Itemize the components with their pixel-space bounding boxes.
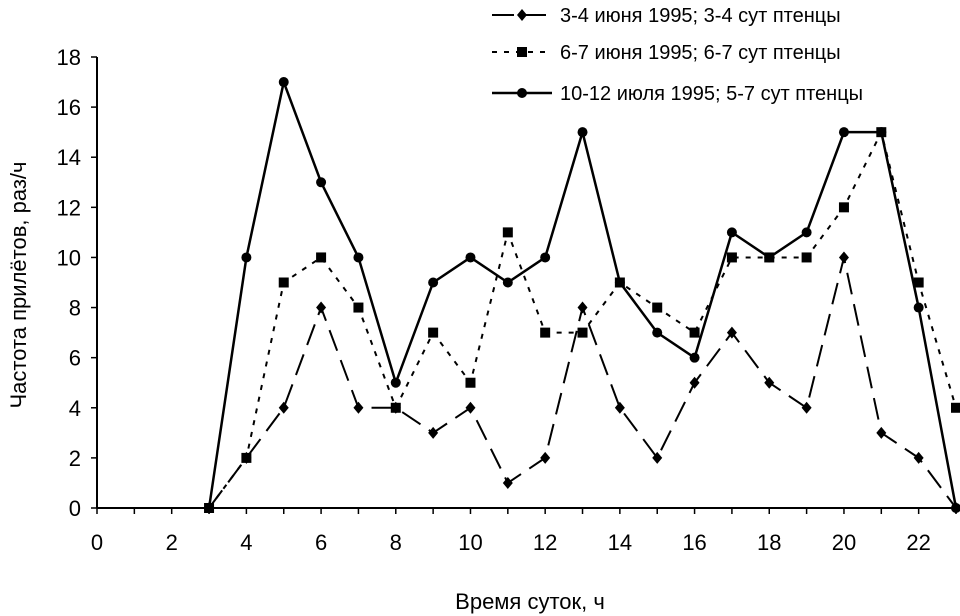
data-point [241,252,252,263]
x-tick-label: 4 [240,530,252,555]
x-tick-label: 20 [832,530,856,555]
data-point [951,503,960,513]
series-line [208,131,957,509]
data-point [316,177,327,188]
data-point [502,227,513,238]
data-point [726,252,737,263]
data-point [689,327,700,338]
legend-marker [517,88,527,98]
data-point [353,252,364,263]
data-point [241,452,252,463]
legend: 3-4 июня 1995; 3-4 сут птенцы 6-7 июня 19… [492,5,863,105]
data-point [465,401,476,414]
y-tick-label: 2 [69,446,81,471]
data-point [353,401,364,414]
data-point [502,476,513,489]
data-point [278,401,289,414]
data-point [465,377,476,388]
data-point [913,277,924,288]
data-point [465,252,476,263]
series-line [207,80,958,509]
data-point [652,327,663,338]
data-point [913,451,924,464]
data-point [278,277,289,288]
data-point [801,401,812,414]
data-point [428,426,439,439]
data-point [801,227,812,238]
legend-label: 3-4 июня 1995; 3-4 сут птенцы [560,5,841,27]
y-tick-label: 12 [57,195,81,220]
data-point [764,252,775,263]
legend-label: 6-7 июня 1995; 6-7 сут птенцы [560,42,841,64]
data-point [540,451,551,464]
data-point [876,127,887,138]
data-point [838,251,849,264]
series-layer [204,77,960,514]
data-point [577,327,588,338]
x-tick-label: 22 [906,530,930,555]
data-point [502,277,513,288]
legend-marker [517,9,527,21]
data-point [764,376,775,389]
y-tick-label: 16 [57,95,81,120]
data-point [540,252,551,263]
legend-label: 10-12 июля 1995; 5-7 сут птенцы [560,83,863,105]
series-3 [204,77,960,513]
data-point [353,302,364,313]
data-point [913,302,924,313]
data-point [428,277,439,288]
data-point [390,377,401,388]
data-point [390,402,401,413]
x-tick-label: 6 [315,530,327,555]
data-point [876,426,887,439]
data-point [652,451,663,464]
data-point [316,252,327,263]
data-point [801,252,812,263]
data-point [428,327,439,338]
data-point [951,402,960,413]
data-point [316,301,327,314]
data-point [577,127,588,138]
series-line [208,256,957,509]
series-2 [204,127,960,513]
y-axis-title: Частота прилётов, раз/ч [6,161,31,408]
y-tick-label: 8 [69,296,81,321]
data-point [278,77,289,88]
data-point [838,202,849,213]
data-point [204,503,215,513]
y-tick-label: 0 [69,496,81,521]
data-point [726,326,737,339]
x-tick-label: 10 [458,530,482,555]
data-point [838,127,849,138]
x-tick-label: 18 [757,530,781,555]
data-point [652,302,663,313]
data-point [614,277,625,288]
data-point [689,376,700,389]
y-tick-label: 18 [57,45,81,70]
data-point [726,227,737,238]
x-axis-title: Время суток, ч [455,589,605,614]
y-tick-label: 14 [57,145,81,170]
x-tick-label: 12 [533,530,557,555]
x-tick-label: 16 [682,530,706,555]
series-1 [204,251,960,514]
axes: 0 2 4 6 8 10 12 14 16 18 20 22 0 2 4 6 8 10 12 14 16 18 [57,45,957,555]
data-point [540,327,551,338]
data-point [689,352,700,363]
x-tick-label: 8 [390,530,402,555]
data-point [577,301,588,314]
x-tick-label: 2 [166,530,178,555]
legend-marker [517,47,527,57]
y-tick-label: 10 [57,245,81,270]
y-tick-label: 6 [69,346,81,371]
x-tick-label: 0 [91,530,103,555]
x-tick-label: 14 [608,530,632,555]
data-point [614,401,625,414]
y-tick-label: 4 [69,396,81,421]
